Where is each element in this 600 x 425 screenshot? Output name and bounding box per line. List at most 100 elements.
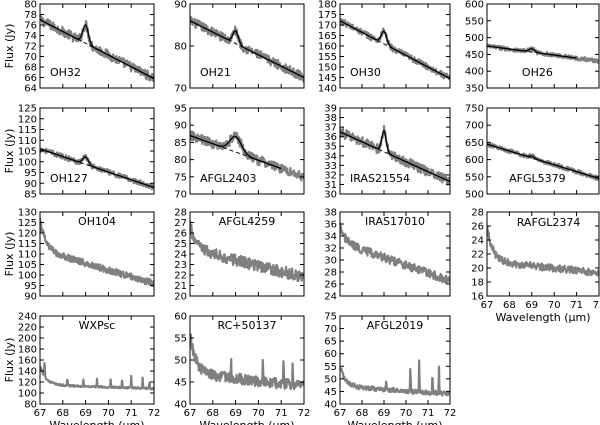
panel-afgl4259-ytick-label: 22 (174, 271, 187, 282)
panel-oh104-ylabel: Flux (Jy) (3, 232, 16, 277)
panel-oh127-ylabel: Flux (Jy) (3, 129, 16, 174)
panel-oh127-ytick-label: 100 (18, 157, 37, 168)
panel-afgl4259-ytick-label: 23 (174, 260, 187, 271)
panel-oh127-ytick-label: 85 (24, 190, 37, 201)
panel-rc50137-ytick-label: 60 (174, 312, 187, 323)
panel-rafgl2374-xtick-label: 68 (503, 300, 516, 311)
panel-afgl2019-spectrum-line (340, 359, 450, 397)
panel-oh21-ytick-label: 90 (174, 0, 187, 11)
panel-oh32-fit-curve (40, 19, 154, 80)
panel-afgl2019-frame (339, 315, 451, 405)
panel-iras17010-ytick-label: 26 (324, 280, 337, 291)
panel-rc50137-spectrum-line (190, 333, 304, 391)
panel-afgl5379-ytick-label: 750 (465, 104, 484, 115)
panel-afgl4259-ytick-label: 20 (174, 292, 187, 303)
panel-wxpsc-ylabel: Flux (Jy) (3, 338, 16, 383)
panel-iras17010-spectrum-line (340, 222, 450, 285)
panel-oh32-label: OH32 (50, 66, 81, 79)
panel-oh26-ytick-label: 400 (465, 67, 484, 78)
panel-oh32-ytick-label: 68 (24, 63, 37, 74)
panel-afgl4259-spectrum-line (190, 220, 304, 283)
panel-oh104-ytick-label: 95 (24, 281, 37, 292)
panel-rc50137-xtick-label: 70 (252, 408, 265, 419)
panel-afgl5379-ytick-label: 550 (465, 172, 484, 183)
panel-oh32-ytick-label: 70 (24, 52, 37, 63)
panel-oh21: 70 80 90 OH21 (174, 0, 305, 95)
panel-rc50137-xtick-label: 69 (229, 408, 242, 419)
panel-afgl2403-fit-curve (190, 134, 282, 170)
panel-oh21-ytick-label: 80 (174, 42, 187, 53)
panel-oh21-ytick-label: 70 (174, 84, 187, 95)
panel-oh32-ytick-label: 72 (24, 42, 37, 53)
panel-oh30-ytick-label: 155 (318, 52, 337, 63)
panel-iras21554-ytick-label: 37 (324, 123, 337, 134)
panel-oh26-frame (486, 3, 600, 89)
panel-oh26-label: OH26 (522, 66, 553, 79)
panel-iras21554-ytick-label: 36 (324, 132, 337, 143)
panel-rc50137-ytick-label: 55 (174, 334, 187, 345)
panel-iras21554-spectrum-line (340, 124, 450, 186)
panel-rafgl2374-spectrum-line (487, 225, 599, 277)
panel-iras17010-ytick-label: 32 (324, 244, 337, 255)
panel-rc50137-ytick-label: 45 (174, 378, 187, 389)
panel-afgl2019-xtick-label: 70 (400, 408, 413, 419)
panel-rc50137-xlabel: Wavelength (μm) (199, 419, 294, 425)
panel-afgl2019-xtick-label: 69 (378, 408, 391, 419)
panel-afgl4259-ytick-label: 28 (174, 208, 187, 219)
panel-wxpsc-ytick-label: 180 (18, 345, 37, 356)
panel-rafgl2374-ytick-label: 26 (471, 222, 484, 233)
panel-oh104-ytick-label: 105 (18, 260, 37, 271)
panel-oh30-label: OH30 (350, 66, 381, 79)
panel-afgl2019-ytick-label: 70 (324, 324, 337, 335)
panel-rafgl2374-xtick-label: 72 (593, 300, 600, 311)
panel-wxpsc-ytick-label: 80 (24, 400, 37, 411)
panel-wxpsc-xtick-label: 69 (79, 408, 92, 419)
panel-oh127-ytick-label: 120 (18, 114, 37, 125)
panel-wxpsc-xlabel: Wavelength (μm) (49, 419, 144, 425)
panel-afgl2019-xtick-label: 67 (334, 408, 347, 419)
panel-oh30-ytick-label: 180 (318, 0, 337, 11)
panel-iras21554-ytick-label: 38 (324, 113, 337, 124)
panel-rafgl2374-ytick-label: 22 (471, 250, 484, 261)
panel-iras21554-frame (339, 107, 451, 195)
panel-oh30-ytick-label: 175 (318, 10, 337, 21)
panel-iras21554-ytick-label: 30 (324, 190, 337, 201)
panel-oh30-fit-curve (340, 20, 450, 80)
panel-wxpsc-xtick-label: 72 (148, 408, 161, 419)
panel-iras17010-ytick-label: 28 (324, 268, 337, 279)
panel-afgl2019-ytick-label: 40 (324, 400, 337, 411)
panel-iras17010-label: IRAS17010 (365, 215, 425, 228)
panel-oh26-ytick-label: 550 (465, 16, 484, 27)
panel-oh127-ytick-label: 125 (18, 104, 37, 115)
panel-oh30-spectrum-line (340, 18, 450, 81)
panel-afgl2403-ytick-label: 70 (174, 190, 187, 201)
panel-oh104-ytick-label: 90 (24, 292, 37, 303)
panel-oh127-ytick-label: 115 (18, 125, 37, 136)
panel-iras17010-ytick-label: 38 (324, 208, 337, 219)
panel-afgl2019-ytick-label: 75 (324, 312, 337, 323)
panel-rafgl2374-xtick-label: 69 (525, 300, 538, 311)
panel-iras21554-label: IRAS21554 (350, 172, 410, 185)
panel-iras21554-ytick-label: 32 (324, 170, 337, 181)
panel-oh32-ytick-label: 80 (24, 0, 37, 11)
panel-rafgl2374-xtick-label: 67 (481, 300, 494, 311)
panel-rafgl2374-xtick-label: 71 (570, 300, 583, 311)
panel-afgl2403-frame (189, 107, 305, 195)
panel-afgl4259-ytick-label: 27 (174, 218, 187, 229)
panel-oh104-ytick-label: 100 (18, 271, 37, 282)
panel-afgl4259-ytick-label: 21 (174, 281, 187, 292)
panel-wxpsc-xtick-label: 70 (102, 408, 115, 419)
panel-afgl2019-xtick-label: 68 (356, 408, 369, 419)
panel-iras17010-ytick-label: 24 (324, 292, 337, 303)
panel-afgl5379-label: AFGL5379 (509, 172, 566, 185)
panel-rc50137-xtick-label: 71 (275, 408, 288, 419)
panel-wxpsc-ytick-label: 160 (18, 356, 37, 367)
panel-afgl2403-ytick-label: 85 (174, 138, 187, 149)
panel-iras21554-ytick-label: 31 (324, 180, 337, 191)
panel-oh104-label: OH104 (78, 215, 116, 228)
